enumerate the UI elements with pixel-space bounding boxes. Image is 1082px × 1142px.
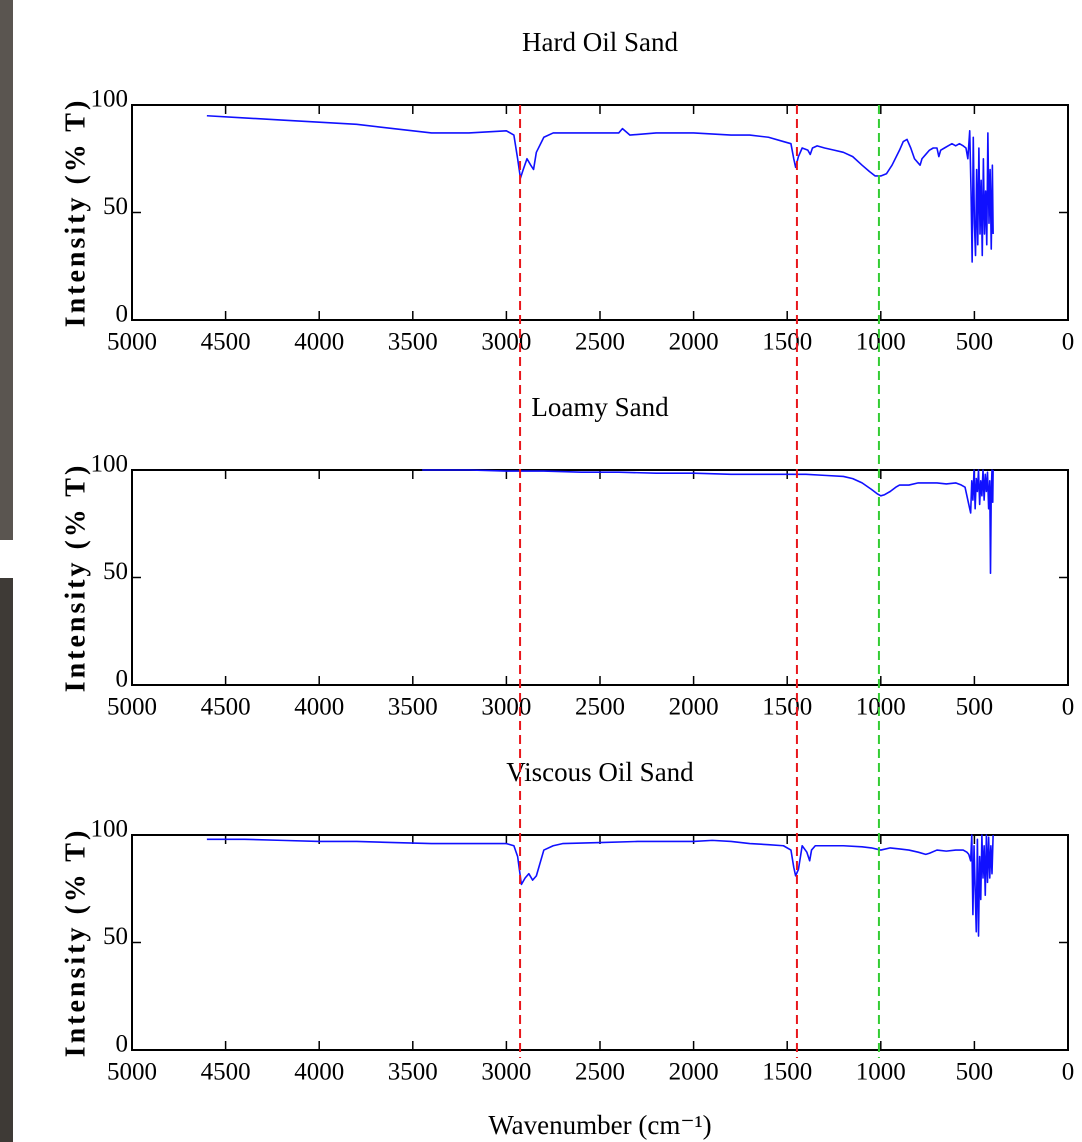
x-tick-label: 0 (1062, 1059, 1075, 1086)
x-tick-label: 500 (956, 1059, 994, 1086)
x-tick-label: 500 (956, 329, 994, 356)
x-tick-label: 4000 (294, 694, 344, 721)
x-tick-label: 0 (1062, 694, 1075, 721)
x-tick-label: 3500 (388, 694, 438, 721)
y-tick-label: 0 (116, 1031, 129, 1058)
x-tick-label: 1000 (856, 329, 906, 356)
y-tick-label: 50 (103, 558, 128, 585)
x-tick-label: 2000 (669, 694, 719, 721)
x-tick-label: 4500 (201, 694, 251, 721)
y-tick-label: 50 (103, 923, 128, 950)
x-axis-label: Wavenumber (cm⁻¹) (488, 1110, 711, 1140)
chart-title: Viscous Oil Sand (506, 757, 694, 787)
spectrum-line (206, 834, 994, 937)
spectrum-line (206, 114, 994, 263)
x-tick-label: 5000 (107, 1059, 157, 1086)
x-tick-label: 3500 (388, 329, 438, 356)
y-tick-label: 50 (103, 193, 128, 220)
x-tick-label: 1000 (856, 1059, 906, 1086)
x-tick-label: 1500 (762, 1059, 812, 1086)
x-tick-label: 1500 (762, 329, 812, 356)
x-tick-label: 5000 (107, 694, 157, 721)
y-axis-label: Intensity (% T) (60, 98, 91, 328)
x-tick-label: 3000 (481, 694, 531, 721)
x-tick-label: 3000 (481, 1059, 531, 1086)
x-tick-label: 500 (956, 694, 994, 721)
x-tick-label: 1500 (762, 694, 812, 721)
x-tick-label: 2000 (669, 329, 719, 356)
x-tick-label: 2500 (575, 1059, 625, 1086)
x-tick-label: 3500 (388, 1059, 438, 1086)
x-tick-label: 4000 (294, 1059, 344, 1086)
y-tick-label: 0 (116, 301, 129, 328)
x-tick-label: 1000 (856, 694, 906, 721)
y-tick-label: 100 (91, 451, 129, 478)
y-tick-label: 100 (91, 816, 129, 843)
photo-edge (0, 0, 13, 540)
x-tick-label: 2500 (575, 329, 625, 356)
y-tick-label: 0 (116, 666, 129, 693)
x-tick-label: 5000 (107, 329, 157, 356)
x-tick-label: 2500 (575, 694, 625, 721)
spectrum-line (422, 469, 994, 574)
y-axis-label: Intensity (% T) (60, 463, 91, 693)
chart-title: Hard Oil Sand (522, 27, 678, 57)
x-tick-label: 2000 (669, 1059, 719, 1086)
chart-title: Loamy Sand (531, 392, 669, 422)
x-tick-label: 4500 (201, 1059, 251, 1086)
x-tick-label: 3000 (481, 329, 531, 356)
y-tick-label: 100 (91, 86, 129, 113)
y-axis-label: Intensity (% T) (60, 828, 91, 1058)
x-tick-label: 0 (1062, 329, 1075, 356)
x-tick-label: 4500 (201, 329, 251, 356)
photo-edge (0, 578, 13, 1142)
x-tick-label: 4000 (294, 329, 344, 356)
